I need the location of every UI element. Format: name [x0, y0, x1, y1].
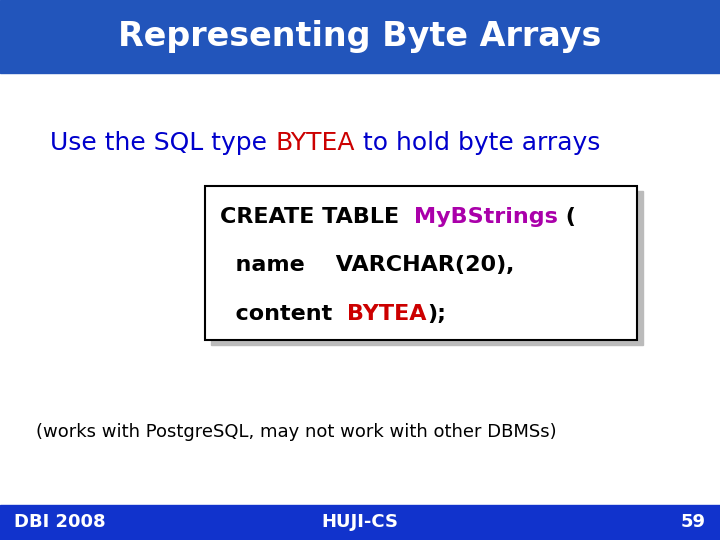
Text: Use the SQL type: Use the SQL type [50, 131, 275, 155]
Text: HUJI-CS: HUJI-CS [322, 514, 398, 531]
Text: (works with PostgreSQL, may not work with other DBMSs): (works with PostgreSQL, may not work wit… [36, 423, 557, 441]
Text: MyBStrings: MyBStrings [414, 207, 558, 227]
Text: BYTEA: BYTEA [275, 131, 355, 155]
Bar [205, 186, 637, 340]
Text: BYTEA: BYTEA [347, 304, 427, 324]
Text: CREATE TABLE: CREATE TABLE [220, 207, 414, 227]
Text: 59: 59 [680, 514, 706, 531]
Text: ,: , [506, 255, 514, 275]
Text: content: content [220, 304, 347, 324]
Text: name    VARCHAR(20): name VARCHAR(20) [220, 255, 506, 275]
Bar [0, 505, 720, 540]
Bar [0, 0, 720, 73]
Text: );: ); [427, 304, 446, 324]
Text: to hold byte arrays: to hold byte arrays [355, 131, 600, 155]
Text: (: ( [558, 207, 576, 227]
Bar [211, 191, 643, 345]
Text: DBI 2008: DBI 2008 [14, 514, 106, 531]
Text: Representing Byte Arrays: Representing Byte Arrays [118, 20, 602, 53]
